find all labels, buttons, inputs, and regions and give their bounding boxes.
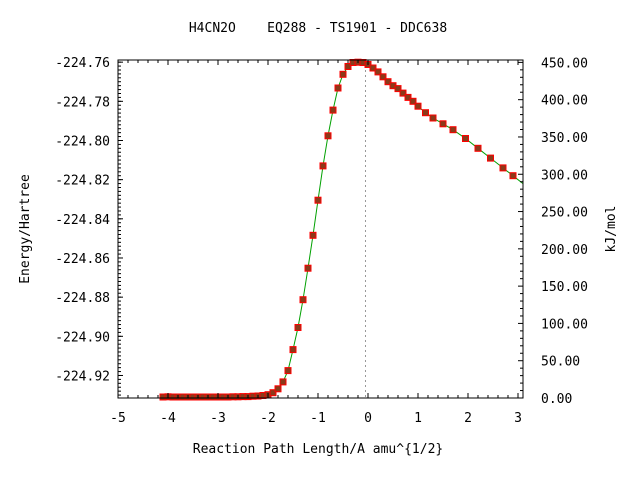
y-tick-label: -224.88 <box>55 291 110 306</box>
y-tick-label: -224.78 <box>55 95 110 110</box>
data-point <box>274 385 282 393</box>
x-tick-label: -5 <box>110 411 126 426</box>
plot-frame <box>117 59 524 399</box>
series-points-layer <box>159 58 517 401</box>
data-point <box>499 164 507 172</box>
data-point <box>299 296 307 304</box>
data-point <box>329 106 337 114</box>
data-point <box>279 378 287 386</box>
y2-tick-label: 150.00 <box>541 280 588 295</box>
x-tick-label: -4 <box>160 411 176 426</box>
data-point <box>474 144 482 152</box>
x-axis-label: Reaction Path Length/A amu^{1/2} <box>193 442 443 457</box>
x-tick-label: -2 <box>260 411 276 426</box>
data-point <box>399 89 407 97</box>
series-line-layer <box>162 61 524 398</box>
y-tick-label: -224.92 <box>55 369 110 384</box>
data-point <box>449 126 457 134</box>
data-point <box>374 68 382 76</box>
data-point <box>462 135 469 142</box>
x-tick-label: -1 <box>310 411 326 426</box>
y2-tick-label: 450.00 <box>541 56 588 71</box>
axes-layer: -5 -4 -3 -2 -1 0 1 2 3 -224.92 -224.90 -224.88 -224.… <box>55 56 588 426</box>
y2-tick-label: 300.00 <box>541 168 588 183</box>
y2-tick-label: 50.00 <box>541 355 580 370</box>
data-point <box>409 97 417 105</box>
data-point <box>269 389 277 397</box>
y-axis-label: Energy/Hartree <box>18 174 33 284</box>
y2-tick-label: 100.00 <box>541 317 588 332</box>
data-point <box>344 63 352 70</box>
data-point <box>414 102 422 110</box>
y-tick-label: -224.76 <box>55 56 110 71</box>
y-tick-label: -224.86 <box>55 252 110 267</box>
data-point <box>314 196 322 204</box>
y2-tick-label: 200.00 <box>541 243 588 258</box>
data-point <box>369 64 377 72</box>
data-point <box>394 85 402 93</box>
data-point <box>379 73 387 81</box>
data-point <box>429 114 437 122</box>
data-point <box>294 324 302 331</box>
data-point <box>309 231 317 239</box>
x-tick-label: 0 <box>364 411 372 426</box>
data-point <box>404 93 412 101</box>
data-point <box>487 154 494 162</box>
data-point <box>422 109 429 117</box>
data-point <box>384 78 392 86</box>
y-tick-label: -224.80 <box>55 134 110 149</box>
y2-tick-label: 400.00 <box>541 94 588 109</box>
y-tick-label: -224.90 <box>55 330 110 345</box>
data-point <box>509 172 517 180</box>
chart-title: H4CN2O EQ288 - TS1901 - DDC638 <box>189 21 447 36</box>
data-point <box>334 84 342 92</box>
y-tick-label: -224.84 <box>55 213 110 228</box>
y-tick-label: -224.82 <box>55 174 110 189</box>
x-tick-label: 1 <box>414 411 422 426</box>
data-point <box>324 132 332 140</box>
x-tick-label: 2 <box>464 411 472 426</box>
data-point <box>319 162 327 170</box>
x-tick-label: -3 <box>210 411 226 426</box>
data-point <box>439 120 447 128</box>
y2-tick-label: 0.00 <box>541 392 572 407</box>
data-point <box>339 70 347 78</box>
data-point <box>304 264 312 272</box>
y2-axis-label: kJ/mol <box>604 206 619 253</box>
data-point <box>289 346 297 354</box>
series-line <box>162 61 524 398</box>
data-point <box>284 367 292 375</box>
y2-tick-label: 350.00 <box>541 131 588 146</box>
x-tick-label: 3 <box>514 411 522 426</box>
y2-tick-label: 250.00 <box>541 206 588 221</box>
